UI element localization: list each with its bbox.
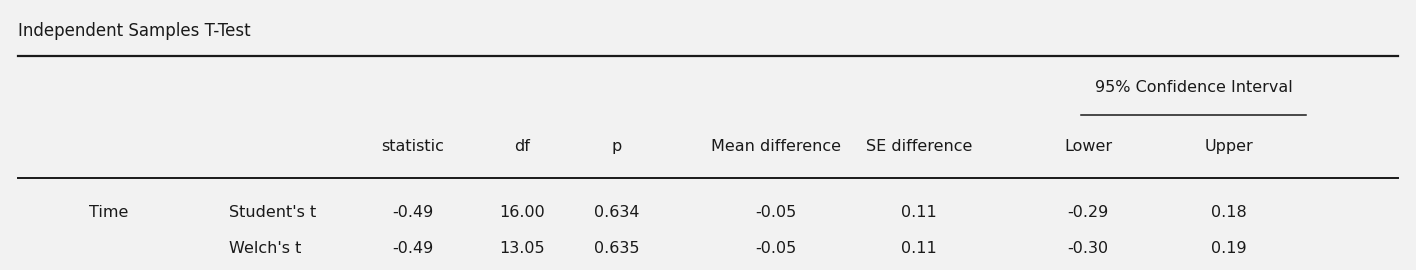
Text: 16.00: 16.00 — [500, 205, 545, 220]
Text: 0.11: 0.11 — [901, 205, 937, 220]
Text: Welch's t: Welch's t — [229, 241, 302, 256]
Text: statistic: statistic — [381, 139, 443, 154]
Text: 0.18: 0.18 — [1211, 205, 1246, 220]
Text: 95% Confidence Interval: 95% Confidence Interval — [1095, 80, 1293, 95]
Text: Upper: Upper — [1205, 139, 1253, 154]
Text: Student's t: Student's t — [229, 205, 317, 220]
Text: Independent Samples T-Test: Independent Samples T-Test — [18, 22, 251, 40]
Text: -0.29: -0.29 — [1068, 205, 1109, 220]
Text: -0.49: -0.49 — [392, 241, 433, 256]
Text: 13.05: 13.05 — [500, 241, 545, 256]
Text: p: p — [612, 139, 622, 154]
Text: Time: Time — [89, 205, 127, 220]
Text: 0.11: 0.11 — [901, 241, 937, 256]
Text: -0.05: -0.05 — [755, 205, 796, 220]
Text: SE difference: SE difference — [867, 139, 973, 154]
Text: Mean difference: Mean difference — [711, 139, 841, 154]
Text: 0.635: 0.635 — [593, 241, 639, 256]
Text: -0.30: -0.30 — [1068, 241, 1109, 256]
Text: -0.49: -0.49 — [392, 205, 433, 220]
Text: 0.19: 0.19 — [1211, 241, 1246, 256]
Text: df: df — [514, 139, 530, 154]
Text: Lower: Lower — [1063, 139, 1112, 154]
Text: -0.05: -0.05 — [755, 241, 796, 256]
Text: 0.634: 0.634 — [593, 205, 639, 220]
